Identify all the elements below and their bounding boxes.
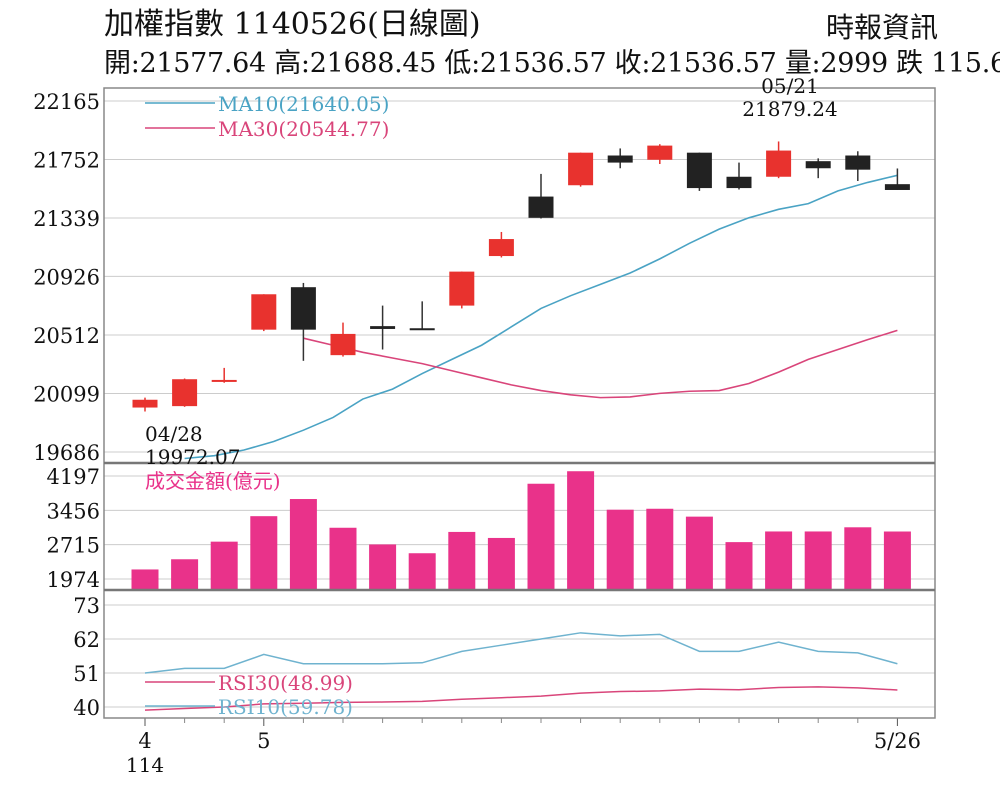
ma30-line [303,329,898,399]
volume-tick-label: 3456 [47,499,100,523]
annotation-label: 04/28 [145,422,203,446]
volume-bar [369,544,397,590]
candle-body [607,155,633,163]
volume-bar [844,527,872,590]
plot-border [103,87,936,719]
grid-layer [104,100,935,708]
ma10-line [184,174,898,460]
price-tick-label: 20099 [33,383,100,407]
price-tick-label: 19686 [33,441,100,465]
chart-frame [103,87,936,726]
candle-body [449,271,475,306]
rsi-panel [144,632,898,711]
x-tick-label: 5 [257,729,270,753]
annotation-label: 19972.07 [145,445,240,469]
volume-bar [250,516,278,590]
rsi-legend-label: RSI30(48.99) [218,671,353,695]
rsi-legend-label: RSI10(59.78) [218,695,353,719]
candle-body [884,184,910,190]
price-tick-label: 22165 [33,90,100,114]
price-tick-label: 20926 [33,265,100,289]
candle-body [290,287,316,330]
candle-body [766,150,792,177]
volume-tick-label: 2715 [47,534,100,558]
volume-bar [289,499,317,590]
candle-body [726,176,752,189]
volume-panel [131,471,911,590]
rsi-tick-label: 51 [73,662,100,686]
rsi-tick-label: 40 [73,696,100,720]
volume-tick-label: 4197 [47,465,100,489]
volume-tick-label: 1974 [47,568,100,592]
volume-bar [210,541,238,590]
candle-body [528,196,554,218]
candle-body [568,152,594,186]
candle-body [686,152,712,189]
volume-bar [329,527,357,590]
volume-bar [606,509,634,590]
price-tick-label: 21339 [33,207,100,231]
candle-body [172,379,198,407]
volume-bar [567,471,595,590]
annotation-label: 05/21 [761,74,819,98]
annotation-label: 21879.24 [742,97,837,121]
price-tick-label: 21752 [33,148,100,172]
volume-bar [646,508,674,590]
volume-bar [408,553,436,590]
volume-bar [765,531,793,590]
volume-bar [527,483,555,590]
candle-body [370,326,396,329]
candle-body [211,379,237,382]
volume-title: 成交金額(億元) [145,469,281,493]
rsi-tick-label: 62 [73,628,100,652]
candle-body [330,333,356,356]
candle-body [845,155,871,170]
candle-body [409,328,435,331]
price-tick-label: 20512 [33,324,100,348]
volume-bar [131,569,159,590]
source-label: 時報資訊 [825,11,938,44]
candle-body [647,145,673,160]
candle-body [251,294,277,330]
rsi-line [144,632,898,674]
volume-bar [804,531,832,590]
volume-bar [883,531,911,590]
rsi-tick-label: 73 [73,594,100,618]
legend-label: MA30(20544.77) [218,117,389,141]
chart-title: 加權指數 1140526(日線圖) [104,7,481,42]
candle-body [132,399,158,408]
legend-label: MA10(21640.05) [218,92,389,116]
volume-bar [725,542,753,590]
volume-bar [448,531,476,590]
rsi-line [144,686,898,711]
price-panel [132,141,910,460]
x-tick-sublabel: 114 [126,753,164,777]
price-stats: 開:21577.64 高:21688.45 低:21536.57 收:21536… [104,48,1000,79]
x-tick-label: 5/26 [874,729,921,753]
volume-bar [487,537,515,590]
volume-bar [685,516,713,590]
candle-body [805,161,831,169]
volume-bar [171,559,199,590]
candle-body [488,239,514,257]
x-tick-label: 4 [138,729,151,753]
